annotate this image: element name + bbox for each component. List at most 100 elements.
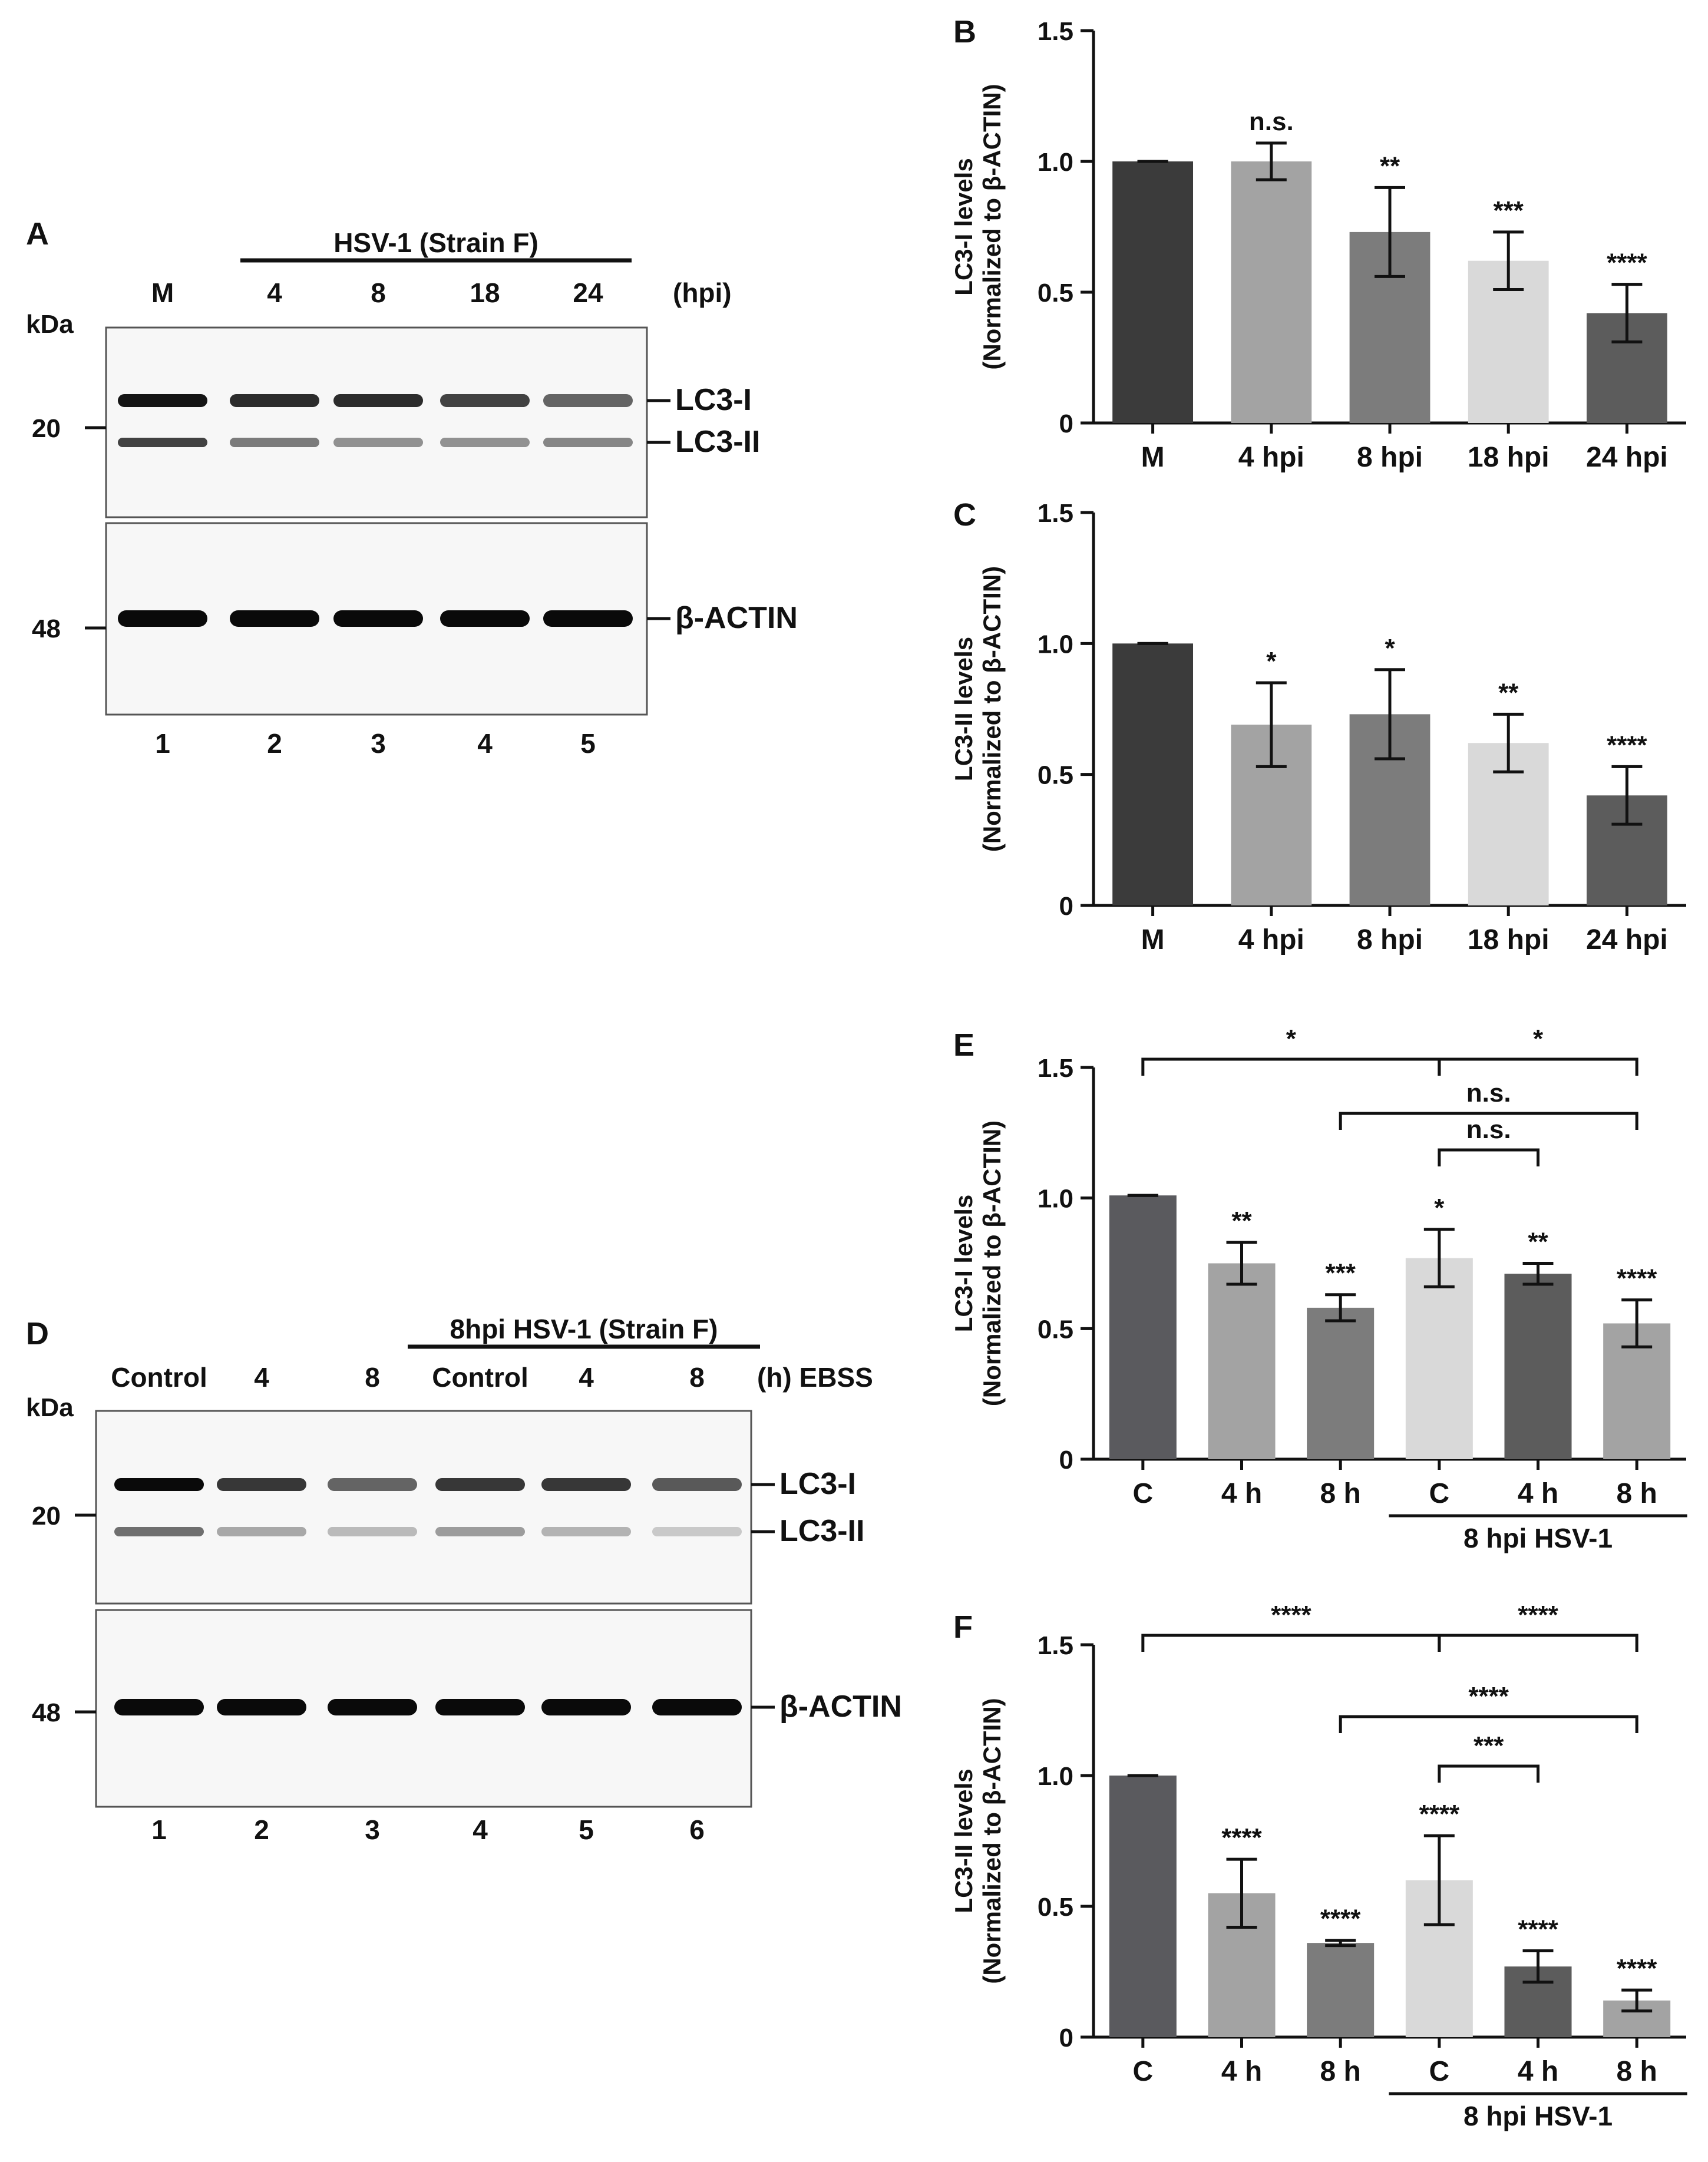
chart-panel-b: B 0 0.5 1.0 1.5 LC3-I levels (Normalized to β-… xyxy=(950,14,1686,473)
significance-mark: **** xyxy=(1221,1823,1262,1852)
lane-label: Control xyxy=(111,1362,207,1393)
y-tick-label: 1.0 xyxy=(1038,630,1073,659)
lane-label: 4 xyxy=(267,277,282,308)
band-lc3-ii xyxy=(541,1527,631,1536)
y-tick-label: 0.5 xyxy=(1038,279,1073,308)
significance-mark: ** xyxy=(1380,151,1400,180)
bar xyxy=(1307,1307,1375,1459)
lane-number: 4 xyxy=(477,728,493,759)
band-label: LC3-I xyxy=(675,383,752,417)
x-tick-label: 4 hpi xyxy=(1238,442,1304,473)
band-lc3-ii xyxy=(440,438,530,447)
significance-mark: **** xyxy=(1607,730,1647,759)
lane-number: 5 xyxy=(580,728,596,759)
comparison-label: **** xyxy=(1518,1601,1558,1629)
band-beta-actin xyxy=(118,610,207,627)
blot-membrane-lc3 xyxy=(105,326,648,518)
significance-mark: **** xyxy=(1617,1954,1657,1983)
band-lc3-ii xyxy=(118,438,207,447)
band-lc3-ii xyxy=(652,1527,742,1536)
bar xyxy=(1109,1776,1177,2037)
bar xyxy=(1112,161,1194,423)
comparison-label: **** xyxy=(1468,1682,1509,1711)
y-axis-label: (Normalized to β-ACTIN) xyxy=(978,1120,1006,1406)
chart-panel-f: F 0 0.5 1.0 1.5 LC3-II levels (Normalized to β… xyxy=(950,1601,1687,2131)
lane-label: 8 xyxy=(365,1362,380,1393)
y-axis-label: LC3-I levels xyxy=(950,1195,977,1332)
band-lc3-i xyxy=(543,394,633,407)
y-tick-label: 1.0 xyxy=(1038,148,1073,177)
band-beta-actin xyxy=(217,1699,306,1715)
band-beta-actin xyxy=(333,610,423,627)
significance-mark: *** xyxy=(1494,196,1524,225)
y-tick-label: 0 xyxy=(1059,1446,1073,1475)
lane-number: 6 xyxy=(689,1814,705,1845)
x-tick-label: M xyxy=(1141,924,1165,956)
y-tick-label: 1.5 xyxy=(1038,1054,1073,1083)
band-lc3-ii xyxy=(114,1527,204,1536)
x-tick-label: 4 hpi xyxy=(1238,924,1304,956)
blot-panel-a: A HSV-1 (Strain F)M 4 8 18 24 (hpi)kDa2048LC3-… xyxy=(26,216,798,759)
x-tick-label: 8 h xyxy=(1320,2056,1360,2087)
x-tick-label: 8 h xyxy=(1616,1478,1657,1509)
lane-label: 18 xyxy=(470,277,500,308)
band-label: LC3-I xyxy=(779,1467,856,1501)
y-tick-label: 0 xyxy=(1059,409,1073,438)
x-tick-label: 8 hpi xyxy=(1357,924,1423,956)
band-lc3-i xyxy=(118,394,207,407)
significance-mark: **** xyxy=(1607,249,1647,277)
x-tick-label: C xyxy=(1429,1478,1449,1509)
band-lc3-ii xyxy=(333,438,423,447)
lane-number: 4 xyxy=(473,1814,488,1845)
band-label: β-ACTIN xyxy=(779,1690,902,1724)
lane-unit-label: (h) EBSS xyxy=(757,1362,873,1393)
comparison-bracket xyxy=(1339,1112,1638,1130)
treatment-label: HSV-1 (Strain F) xyxy=(333,227,539,258)
x-tick-label: 18 hpi xyxy=(1468,924,1550,956)
band-beta-actin xyxy=(652,1699,742,1715)
band-label: β-ACTIN xyxy=(675,601,798,635)
significance-mark: **** xyxy=(1617,1264,1657,1293)
bar xyxy=(1231,161,1312,423)
comparison-label: **** xyxy=(1271,1601,1311,1629)
band-lc3-i xyxy=(217,1478,306,1491)
comparison-label: *** xyxy=(1474,1731,1504,1760)
significance-mark: ** xyxy=(1528,1228,1548,1257)
significance-mark: * xyxy=(1266,647,1277,676)
band-lc3-ii xyxy=(328,1527,417,1536)
lane-number: 2 xyxy=(254,1814,269,1845)
comparison-bracket xyxy=(1438,1764,1539,1783)
x-tick-label: 24 hpi xyxy=(1586,442,1668,473)
x-tick-label: 24 hpi xyxy=(1586,924,1668,956)
comparison-bracket xyxy=(1438,1148,1539,1166)
lane-number: 1 xyxy=(151,1814,167,1845)
y-tick-label: 0.5 xyxy=(1038,1315,1073,1344)
y-axis-label: (Normalized to β-ACTIN) xyxy=(978,566,1006,852)
x-tick-label: 8 h xyxy=(1616,2056,1657,2087)
x-tick-label: 4 h xyxy=(1518,2056,1558,2087)
bar xyxy=(1208,1263,1276,1459)
y-axis-label: (Normalized to β-ACTIN) xyxy=(978,1698,1006,1984)
lane-number: 3 xyxy=(371,728,386,759)
x-tick-label: M xyxy=(1141,442,1165,473)
chart-panel-e: E 0 0.5 1.0 1.5 LC3-I levels (Normalized to β-… xyxy=(950,1024,1687,1553)
y-axis-label: LC3-II levels xyxy=(950,637,977,781)
lane-label: 4 xyxy=(579,1362,594,1393)
comparison-bracket xyxy=(1141,1634,1441,1652)
x-tick-label: C xyxy=(1132,2056,1153,2087)
bar xyxy=(1504,1274,1572,1459)
band-lc3-i xyxy=(652,1478,742,1491)
band-lc3-ii xyxy=(217,1527,306,1536)
y-tick-label: 0.5 xyxy=(1038,761,1073,790)
lane-label: 24 xyxy=(573,277,603,308)
chart-panel-c: C 0 0.5 1.0 1.5 LC3-II levels (Normalized to β… xyxy=(950,497,1686,956)
bar xyxy=(1112,643,1194,905)
lane-number: 1 xyxy=(155,728,170,759)
panel-letter: D xyxy=(26,1316,49,1351)
bar xyxy=(1307,1943,1375,2037)
y-tick-label: 0 xyxy=(1059,892,1073,921)
lane-unit-label: (hpi) xyxy=(673,277,732,308)
x-tick-label: 18 hpi xyxy=(1468,442,1550,473)
y-tick-label: 1.5 xyxy=(1038,17,1073,46)
